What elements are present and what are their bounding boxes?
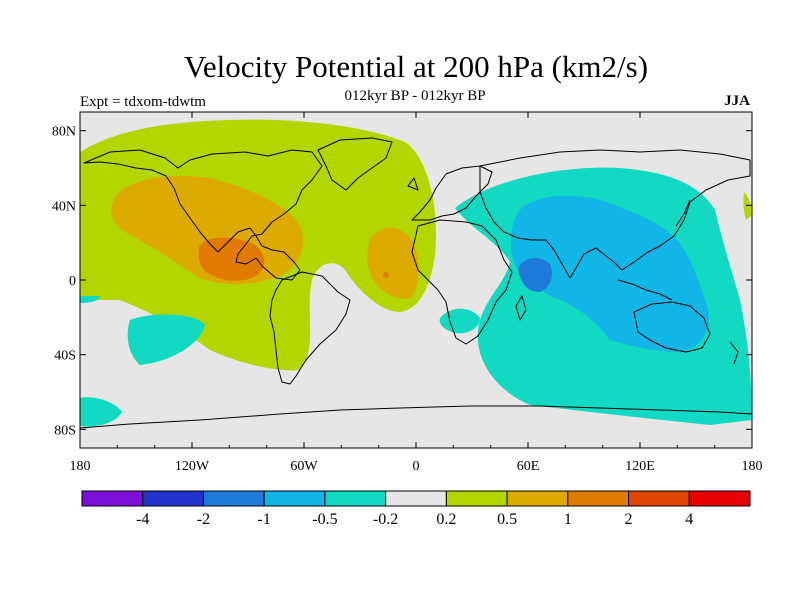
colorbar-swatch — [385, 490, 447, 507]
colorbar-label: 4 — [685, 511, 693, 528]
contour-negative-0-2-southwest — [80, 397, 122, 427]
colorbar-swatch — [628, 490, 690, 507]
contour-negative-0-2-pacific — [127, 314, 205, 365]
x-axis: 180 120W 60W 0 60E 120E 180 — [70, 112, 763, 474]
coastline-greenland — [317, 137, 393, 191]
coastlines — [80, 137, 752, 429]
contour-negative-0-2-westedge — [80, 296, 100, 303]
coastline-australia — [633, 301, 711, 353]
coastline-maritime-continent — [617, 279, 673, 301]
coastline-south-america — [269, 271, 351, 385]
colorbar-swatch — [202, 490, 265, 507]
y-tick-label: 40N — [52, 199, 76, 214]
colorbar-label: -2 — [197, 511, 210, 528]
coastline-antarctica — [80, 405, 752, 429]
map-subtitle: 012kyr BP - 012kyr BP — [344, 88, 486, 104]
colorbar-label: -4 — [136, 511, 149, 528]
colorbar-swatch — [263, 490, 326, 507]
coastline-africa — [411, 219, 513, 345]
x-tick-label: 120E — [625, 459, 655, 474]
map-title: Velocity Potential at 200 hPa (km2/s) — [183, 49, 649, 84]
map-plot-area — [80, 112, 752, 448]
coastline-japan — [675, 199, 691, 227]
colorbar-label: 1 — [564, 511, 572, 528]
colorbar: -4 -2 -1 -0.5 -0.2 0.2 0.5 1 2 4 — [81, 490, 751, 528]
coastline-north-america — [83, 149, 323, 281]
colorbar-swatch — [567, 490, 630, 507]
coastline-asia — [479, 149, 751, 279]
colorbar-swatch — [81, 490, 144, 507]
y-tick-label: 0 — [69, 274, 76, 289]
colorbar-label: -0.2 — [373, 511, 398, 528]
contour-negative-0-5 — [510, 195, 709, 352]
colorbar-swatch — [324, 490, 387, 507]
coastline-new-zealand — [729, 341, 739, 365]
y-tick-label: 80N — [52, 125, 76, 140]
coastline-british-isles — [407, 177, 419, 191]
colorbar-swatch — [688, 490, 751, 507]
contour-positive-0-2-dateline — [743, 192, 752, 220]
y-axis: 80N 40N 0 40S 80S — [52, 125, 752, 438]
colorbar-label: 0.2 — [436, 511, 456, 528]
coastline-europe — [411, 165, 493, 221]
colorbar-label: -0.5 — [312, 511, 337, 528]
contour-negative-0-2-atlantic — [439, 308, 480, 334]
x-tick-label: 120W — [175, 459, 210, 474]
x-tick-label: 180 — [742, 459, 763, 474]
colorbar-label: 2 — [625, 511, 633, 528]
y-tick-label: 40S — [54, 349, 76, 364]
coastline-madagascar — [515, 295, 527, 321]
colorbar-swatch — [142, 490, 204, 507]
contour-negative-1 — [518, 258, 552, 292]
colorbar-swatch — [445, 490, 508, 507]
x-tick-label: 0 — [413, 459, 420, 474]
season-label: JJA — [724, 93, 750, 109]
y-tick-label: 80S — [54, 423, 76, 438]
x-tick-label: 60W — [290, 459, 318, 474]
x-tick-label: 60E — [517, 459, 540, 474]
x-tick-label: 180 — [70, 459, 91, 474]
colorbar-label: 0.5 — [497, 511, 517, 528]
colorbar-swatch — [506, 490, 569, 507]
colorbar-label: -1 — [258, 511, 271, 528]
contour-positive-1-africa — [383, 272, 389, 278]
contour-positive-0-5-atlantic — [367, 227, 419, 300]
experiment-label: Expt = tdxom-tdwtm — [80, 94, 206, 110]
